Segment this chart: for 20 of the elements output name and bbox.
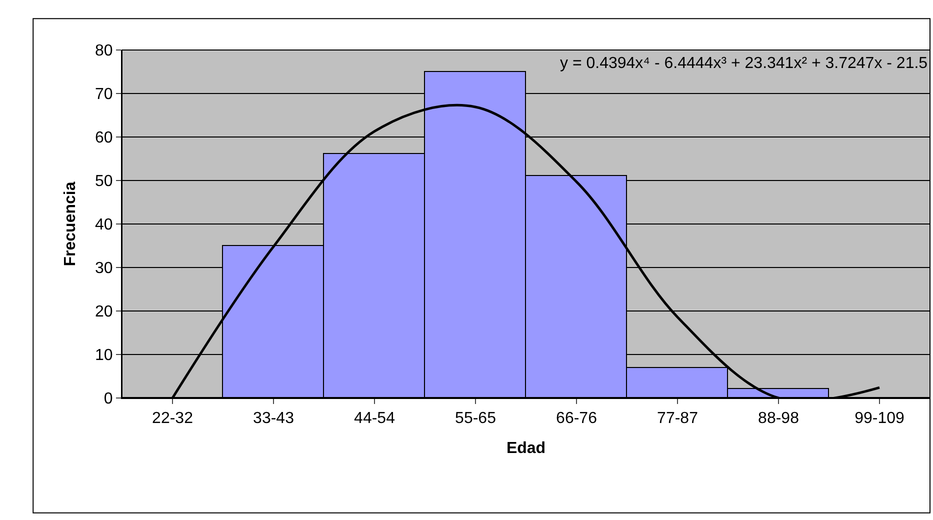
x-tick-label: 88-98 <box>758 410 800 428</box>
y-tick-label: 0 <box>104 390 113 408</box>
y-tick-label: 70 <box>95 86 113 104</box>
y-tick-label: 60 <box>95 130 113 147</box>
y-axis-title: Frecuencia <box>62 182 79 266</box>
x-tick-label: 22-32 <box>152 410 194 428</box>
x-tick-label: 44-54 <box>354 410 396 428</box>
y-tick-label: 80 <box>95 42 113 60</box>
x-tick-label: 66-76 <box>556 410 598 428</box>
y-tick-label: 30 <box>95 260 113 278</box>
y-tick-label: 50 <box>95 173 113 190</box>
x-tick-label: 33-43 <box>253 410 294 428</box>
annotation: y = 0.4394x⁴ - 6.4444x³ + 23.341x² + 3.7247x - 21.5 <box>560 55 928 72</box>
x-tick-label: 55-65 <box>455 410 496 428</box>
y-tick-label: 10 <box>95 347 113 364</box>
y-tick-label: 20 <box>95 304 113 321</box>
x-axis-title: Edad <box>506 440 546 457</box>
x-tick-label: 77-87 <box>657 410 698 428</box>
y-tick-label: 40 <box>95 216 113 234</box>
x-tick-label: 99-109 <box>854 410 905 428</box>
